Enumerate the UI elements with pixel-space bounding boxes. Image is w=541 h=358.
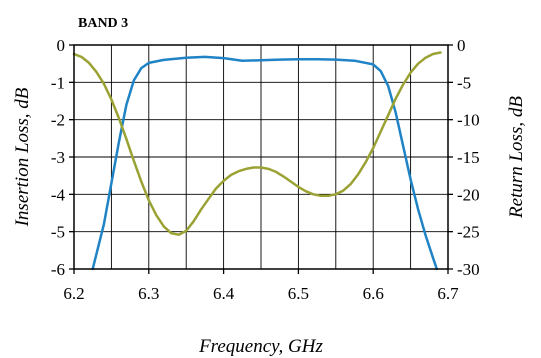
x-tick-label: 6.4: [213, 284, 235, 303]
y-tick-label-left: -2: [51, 111, 65, 130]
y-tick-label-left: -4: [51, 185, 66, 204]
x-tick-label: 6.2: [63, 284, 84, 303]
x-axis-title: Frequency, GHz: [198, 336, 323, 357]
series-line-1: [93, 57, 437, 269]
y-tick-label-right: -5: [457, 73, 471, 92]
x-tick-label: 6.3: [138, 284, 159, 303]
grid: [74, 45, 448, 269]
y-tick-label-left: -3: [51, 148, 65, 167]
y-tick-label-right: -30: [457, 260, 480, 279]
x-tick-label: 6.7: [437, 284, 459, 303]
y-tick-label-right: -15: [457, 148, 480, 167]
y-tick-label-left: -1: [51, 73, 65, 92]
y-axis-title-right: Return Loss, dB: [506, 96, 527, 219]
y-axis-title-left: Insertion Loss, dB: [12, 87, 33, 227]
y-tick-label-left: -5: [51, 223, 65, 242]
y-tick-label-right: -10: [457, 111, 480, 130]
x-tick-label: 6.5: [288, 284, 309, 303]
x-tick-label: 6.6: [363, 284, 384, 303]
y-tick-label-right: 0: [457, 36, 466, 55]
chart-title: BAND 3: [78, 16, 128, 31]
y-tick-label-left: 0: [57, 36, 66, 55]
series-lines: [74, 53, 441, 270]
y-tick-label-left: -6: [51, 260, 65, 279]
y-tick-label-right: -20: [457, 185, 480, 204]
y-tick-label-right: -25: [457, 223, 480, 242]
